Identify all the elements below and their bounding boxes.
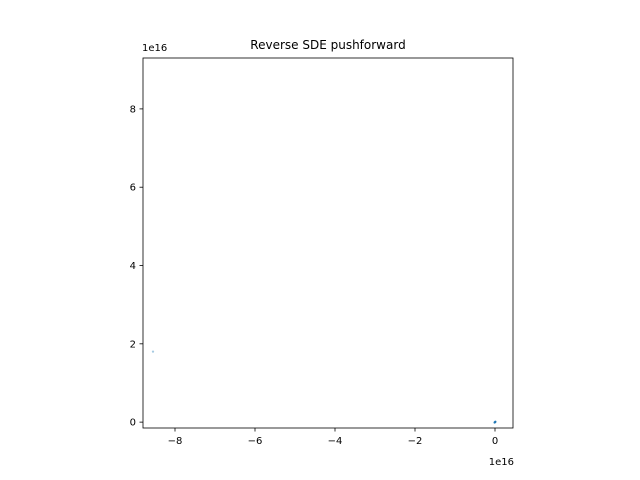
x-offset-label: 1e16 [489,457,514,468]
x-axis-ticks: −8 −6 −4 −2 0 [168,428,498,447]
y-tick-label: 2 [130,339,136,350]
y-tick-label: 8 [130,104,136,115]
plot-area [142,57,514,429]
y-offset-label: 1e16 [142,43,167,54]
y-tick-label: 0 [130,418,136,429]
x-tick-label: 0 [492,436,498,447]
x-tick-label: −6 [248,436,263,447]
data-points [151,350,497,424]
data-point [151,350,155,353]
data-point [493,421,496,424]
x-tick-label: −8 [168,436,183,447]
y-tick-label: 6 [130,183,136,194]
y-axis-ticks: 0 2 4 6 8 [130,104,143,429]
y-tick-label: 4 [130,261,136,272]
x-tick-label: −2 [408,436,423,447]
chart-title: Reverse SDE pushforward [250,38,405,52]
x-tick-label: −4 [328,436,343,447]
